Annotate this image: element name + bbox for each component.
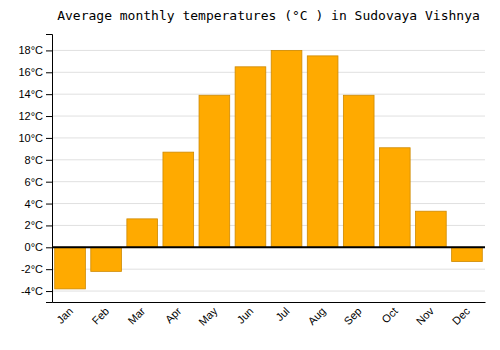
y-tick-mark: [46, 291, 52, 292]
bar: [307, 56, 338, 247]
x-tick: Feb: [89, 305, 111, 327]
bar: [416, 211, 447, 247]
x-tick-label: Aug: [305, 305, 327, 327]
x-tick: Aug: [305, 305, 327, 327]
x-tick-label: Apr: [163, 305, 184, 326]
y-tick-label: -2°C: [21, 263, 43, 275]
y-tick-mark: [46, 72, 52, 73]
bar: [452, 247, 483, 261]
grid-line: [52, 247, 485, 248]
y-tick-mark: [46, 204, 52, 205]
y-tick: 6°C: [25, 176, 52, 188]
y-tick-label: 4°C: [25, 198, 44, 210]
y-tick-mark: [46, 225, 52, 226]
y-tick: -4°C: [21, 285, 52, 297]
bar: [199, 95, 230, 247]
x-tick: May: [196, 304, 220, 328]
y-tick-label: 8°C: [25, 154, 44, 166]
x-tick-label: Nov: [414, 304, 437, 327]
x-tick: Sep: [341, 305, 363, 327]
x-tick: Jun: [235, 305, 256, 326]
y-tick: 14°C: [18, 88, 52, 100]
grid: [52, 50, 485, 291]
x-tick: Mar: [125, 305, 147, 327]
y-tick-mark: [46, 116, 52, 117]
bar: [91, 247, 122, 271]
grid-line: [52, 159, 485, 160]
y-tick: -2°C: [21, 263, 52, 275]
x-tick: Apr: [163, 305, 184, 326]
x-tick: Jan: [54, 305, 75, 326]
y-tick-label: 6°C: [25, 176, 44, 188]
y-tick-label: -4°C: [21, 285, 43, 297]
y-tick-mark: [46, 247, 52, 248]
x-axis: Jan Feb Mar Apr May Jun Jul Aug Sep Oct Nov Dec: [53, 303, 486, 329]
y-axis: -4°C -2°C 0°C 2°C 4°C 6°C 8°C 10°C 12°C 14°C 16°C 1…: [18, 35, 52, 303]
chart: -4°C -2°C 0°C 2°C 4°C 6°C 8°C 10°C 12°C 14°C 16°C 1…: [0, 0, 500, 350]
grid-line: [52, 203, 485, 204]
grid-line: [52, 137, 485, 138]
grid-line: [52, 291, 485, 292]
zero-line: [52, 246, 485, 248]
y-tick-label: 18°C: [18, 44, 43, 56]
x-tick-label: Jul: [273, 305, 291, 323]
x-tick-label: Dec: [450, 304, 473, 327]
x-tick-label: Jan: [54, 305, 75, 326]
x-tick: Dec: [450, 304, 473, 327]
y-tick-mark: [46, 138, 52, 139]
y-tick-label: 14°C: [18, 88, 43, 100]
x-tick-label: Mar: [125, 305, 147, 327]
x-tick-label: Oct: [379, 305, 400, 326]
y-tick-label: 12°C: [18, 110, 43, 122]
x-tick-label: May: [196, 304, 220, 328]
x-tick-label: Sep: [341, 305, 363, 327]
y-tick: 16°C: [18, 66, 52, 78]
y-tick: 12°C: [18, 110, 52, 122]
bar: [127, 219, 158, 247]
y-tick: 10°C: [18, 132, 52, 144]
y-tick-label: 10°C: [18, 132, 43, 144]
grid-line: [52, 50, 485, 51]
x-tick-label: Feb: [89, 305, 111, 327]
x-axis-line: [53, 302, 486, 303]
bar: [235, 67, 266, 247]
x-tick: Nov: [414, 304, 437, 327]
y-tick-mark: [46, 160, 52, 161]
grid-line: [52, 72, 485, 73]
bar: [343, 95, 374, 247]
y-tick-mark: [46, 50, 52, 51]
y-tick: 2°C: [25, 219, 52, 231]
bar: [379, 148, 410, 248]
plot-area: -4°C -2°C 0°C 2°C 4°C 6°C 8°C 10°C 12°C 14°C 16°C 1…: [18, 35, 485, 329]
bar: [271, 50, 302, 247]
y-tick-mark: [46, 94, 52, 95]
y-tick-mark: [46, 182, 52, 183]
title: Average monthly temperatures (°C ) in Su…: [57, 8, 480, 23]
y-tick: 4°C: [25, 198, 52, 210]
x-tick-label: Jun: [235, 305, 256, 326]
y-tick-label: 0°C: [25, 241, 44, 253]
bar: [163, 152, 194, 247]
grid-line: [52, 181, 485, 182]
y-tick-label: 16°C: [18, 66, 43, 78]
y-tick: 18°C: [18, 44, 52, 56]
x-tick: Oct: [379, 305, 400, 326]
y-tick: 8°C: [25, 154, 52, 166]
x-tick: Jul: [273, 305, 291, 323]
grid-line: [52, 94, 485, 95]
y-tick: 0°C: [25, 241, 52, 253]
y-tick-mark: [46, 269, 52, 270]
bars: [55, 50, 483, 288]
bar: [55, 247, 86, 289]
y-axis-line: [46, 35, 53, 303]
grid-line: [52, 116, 485, 117]
y-tick-label: 2°C: [25, 219, 44, 231]
